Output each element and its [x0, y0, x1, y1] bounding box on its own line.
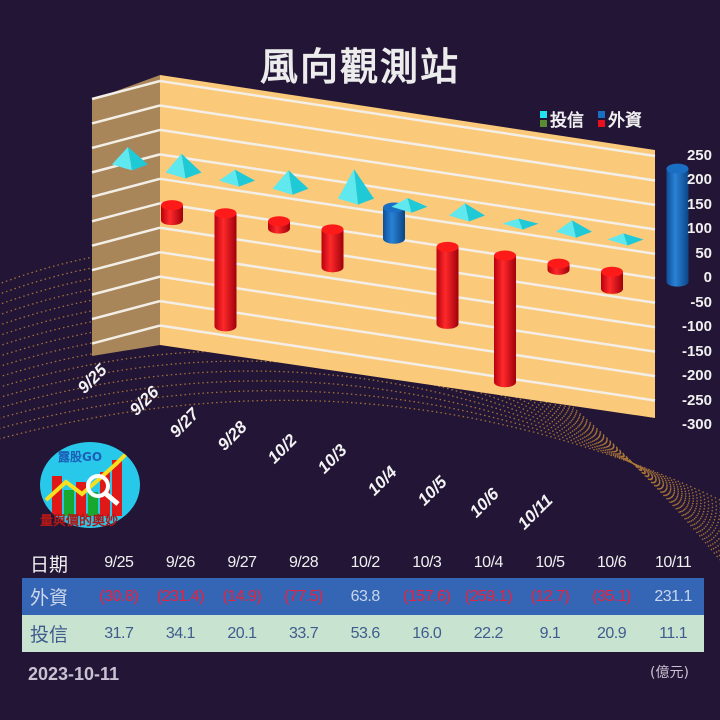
table-header-date: 9/26 — [165, 554, 196, 571]
legend-label-trust: 投信 — [550, 111, 584, 131]
y-axis-tick: -50 — [690, 293, 712, 311]
table-cell: 33.7 — [289, 624, 319, 642]
table-cell: (14.9) — [222, 587, 262, 605]
trust-pyramid — [607, 233, 644, 246]
chart-gridlines — [91, 79, 656, 402]
foreign-cylinder — [214, 208, 237, 332]
y-axis-tick: -200 — [681, 367, 712, 385]
trust-pyramid — [165, 153, 202, 179]
swatch-red — [598, 119, 605, 127]
table-cell: 31.7 — [104, 624, 134, 642]
chart-series — [112, 146, 689, 388]
trust-pyramid — [449, 203, 485, 222]
chart-title: 風向觀測站 — [259, 45, 460, 89]
table-cell: 20.1 — [227, 624, 257, 642]
table-header-date: 9/28 — [289, 554, 319, 571]
y-axis-tick: -250 — [681, 391, 712, 409]
foreign-cylinder — [601, 266, 623, 294]
table-header-label: 日期 — [30, 553, 69, 576]
table-cell: (35.1) — [592, 587, 631, 605]
y-axis-tick: 250 — [686, 147, 712, 164]
table-cell: 20.9 — [596, 624, 627, 642]
chart-legend: 投信 外資 — [540, 106, 642, 131]
y-axis-tick: 100 — [686, 220, 712, 238]
logo-circle — [40, 442, 140, 528]
report-date: 2023-10-11 — [28, 664, 120, 684]
table-row-label: 投信 — [30, 624, 69, 646]
table-header-row: 日期 9/25 9/26 9/27 9/28 10/2 10/3 10/4 10… — [22, 548, 704, 578]
foreign-cylinder — [436, 241, 459, 329]
logo-brand-name: 露股GO — [58, 450, 103, 464]
legend-label-foreign: 外資 — [608, 111, 642, 131]
table-row-trust: 投信 31.7 34.1 20.1 33.7 53.6 16.0 22.2 9.… — [22, 615, 704, 652]
table-cell: (231.4) — [156, 587, 205, 605]
trust-pyramid — [391, 197, 428, 213]
table-row-label: 外資 — [30, 587, 69, 609]
table-cell: 22.2 — [473, 624, 504, 642]
table-cell: (259.1) — [464, 587, 513, 605]
y-axis-tick: -100 — [681, 318, 712, 336]
y-axis-tick: 0 — [703, 269, 712, 287]
trust-pyramid — [338, 169, 374, 205]
table-header-date: 10/11 — [654, 554, 692, 571]
legend-item-foreign: 外資 — [598, 106, 642, 131]
trust-pyramid — [112, 146, 148, 171]
table-header-date: 10/3 — [412, 554, 442, 571]
foreign-cylinder — [547, 258, 570, 275]
table-header-date: 10/6 — [596, 554, 627, 571]
table-cell: 53.6 — [350, 624, 381, 642]
y-axis-tick: -150 — [681, 342, 712, 360]
unit-label: (億元) — [650, 665, 689, 681]
y-axis-tick: -300 — [681, 416, 712, 433]
table-cell: 34.1 — [165, 624, 196, 642]
chart-side-wall — [92, 75, 160, 356]
table-cell: (157.6) — [403, 587, 451, 605]
table-cell: (77.5) — [284, 587, 323, 605]
brand-logo: 露股GO 量與價的奧妙 — [36, 442, 144, 530]
table-header-date: 10/2 — [350, 554, 381, 571]
table-cell: (30.8) — [99, 587, 139, 605]
data-table: 日期 9/25 9/26 9/27 9/28 10/2 10/3 10/4 10… — [22, 548, 704, 652]
swatch-cyan — [540, 110, 547, 118]
y-axis-tick: 150 — [686, 195, 712, 213]
trust-pyramid — [272, 170, 309, 195]
y-axis-tick: 50 — [695, 244, 712, 262]
table-header-date: 10/5 — [535, 554, 565, 571]
foreign-cylinder — [666, 163, 689, 287]
table-cell: 231.1 — [654, 587, 692, 605]
legend-swatch-foreign — [598, 110, 605, 127]
logo-chart-magnifier-icon — [44, 446, 134, 516]
trust-pyramid — [502, 218, 539, 230]
logo-slogan: 量與價的奧妙 — [40, 514, 119, 529]
table-header-date: 9/25 — [104, 554, 134, 571]
trust-pyramid — [556, 220, 592, 238]
foreign-cylinder — [321, 224, 344, 273]
table-cell: 11.1 — [659, 624, 688, 642]
foreign-cylinder — [494, 250, 516, 388]
table-cell: (12.7) — [530, 587, 570, 605]
legend-swatch-trust — [540, 110, 547, 127]
table-cell: 9.1 — [539, 624, 561, 642]
table-row-foreign: 外資 (30.8) (231.4) (14.9) (77.5) 63.8 (15… — [22, 578, 704, 615]
y-axis-tick: 200 — [686, 171, 712, 189]
swatch-green — [540, 119, 547, 127]
table-header-date: 9/27 — [227, 554, 257, 571]
table-cell: 16.0 — [412, 624, 442, 642]
table-header-date: 10/4 — [473, 554, 504, 571]
foreign-cylinder — [383, 202, 405, 244]
foreign-cylinder — [268, 216, 290, 234]
foreign-cylinder — [161, 200, 183, 226]
swatch-blue — [598, 110, 605, 118]
trust-pyramid — [219, 169, 255, 187]
table-cell: 63.8 — [350, 587, 381, 605]
legend-item-trust: 投信 — [540, 106, 584, 131]
